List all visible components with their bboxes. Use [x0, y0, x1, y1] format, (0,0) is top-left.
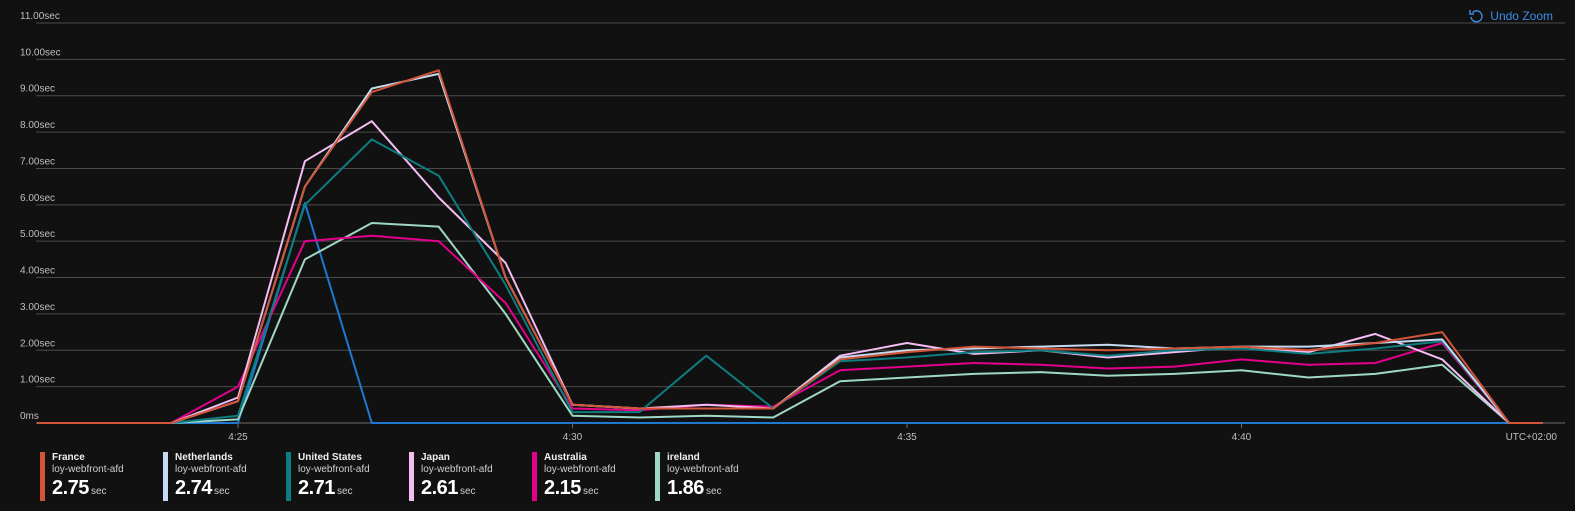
legend-swatch	[655, 452, 660, 501]
legend-swatch	[163, 452, 168, 501]
legend-series-name: France	[52, 452, 85, 463]
legend-value-row: 2.15 sec	[544, 476, 655, 504]
legend-value-row: 2.71 sec	[298, 476, 409, 504]
y-tick-label: 9.00sec	[20, 84, 55, 95]
legend-item[interactable]: France loy-webfront-afd 2.75 sec	[40, 451, 163, 503]
x-tick-label: 4:35	[897, 432, 917, 443]
y-tick-label: 0ms	[20, 411, 39, 422]
legend-item[interactable]: Australia loy-webfront-afd 2.15 sec	[532, 451, 655, 503]
y-tick-label: 3.00sec	[20, 302, 55, 313]
y-tick-label: 4.00sec	[20, 266, 55, 277]
legend-value: 2.61	[421, 477, 458, 499]
legend-swatch	[532, 452, 537, 501]
x-tick-label: 4:25	[228, 432, 248, 443]
y-tick-label: 1.00sec	[20, 375, 55, 386]
legend-series-name: Netherlands	[175, 452, 233, 463]
legend-value: 2.75	[52, 477, 89, 499]
legend-resource: loy-webfront-afd	[544, 464, 616, 475]
y-tick-label: 2.00sec	[20, 338, 55, 349]
legend-value-row: 2.75 sec	[52, 476, 163, 504]
legend-value-row: 2.74 sec	[175, 476, 286, 504]
undo-zoom-button[interactable]: Undo Zoom	[1468, 8, 1553, 24]
series-line-france	[37, 69, 1543, 424]
legend-series-name: Australia	[544, 452, 587, 463]
legend-resource: loy-webfront-afd	[175, 464, 247, 475]
legend-unit: sec	[213, 486, 230, 497]
legend-resource: loy-webfront-afd	[421, 464, 493, 475]
x-tick-label: 4:40	[1232, 432, 1252, 443]
legend-series-name: Japan	[421, 452, 450, 463]
series-line-australia	[37, 234, 1543, 424]
legend-value: 2.74	[175, 477, 212, 499]
legend-resource: loy-webfront-afd	[298, 464, 370, 475]
series-line-netherlands	[37, 72, 1543, 424]
y-tick-label: 7.00sec	[20, 156, 55, 167]
legend-item[interactable]: United States loy-webfront-afd 2.71 sec	[286, 451, 409, 503]
legend-value: 2.15	[544, 477, 581, 499]
series-line-unnamed	[37, 202, 1543, 424]
legend-item[interactable]: ireland loy-webfront-afd 1.86 sec	[655, 451, 778, 503]
legend-item[interactable]: Netherlands loy-webfront-afd 2.74 sec	[163, 451, 286, 503]
line-chart[interactable]: 0ms 1.00sec 2.00sec 3.00sec 4.00sec 5.00sec 6.…	[0, 0, 1575, 450]
y-tick-label: 11.00sec	[20, 11, 60, 22]
legend-resource: loy-webfront-afd	[52, 464, 124, 475]
series-lines	[37, 69, 1543, 424]
series-line-ireland	[37, 222, 1543, 424]
x-axis-ticks: 4:25 4:30 4:35 4:40	[228, 423, 1252, 443]
legend-series-name: ireland	[667, 452, 700, 463]
gridlines	[36, 22, 1565, 424]
undo-icon	[1468, 8, 1484, 24]
chart-legend: France loy-webfront-afd 2.75 sec Netherlands…	[40, 451, 778, 503]
legend-unit: sec	[336, 486, 353, 497]
legend-swatch	[40, 452, 45, 501]
y-tick-label: 8.00sec	[20, 120, 55, 131]
legend-swatch	[409, 452, 414, 501]
legend-unit: sec	[459, 486, 476, 497]
undo-zoom-label: Undo Zoom	[1490, 9, 1553, 23]
y-axis-ticks: 0ms 1.00sec 2.00sec 3.00sec 4.00sec 5.00sec 6.…	[20, 11, 61, 422]
legend-value-row: 2.61 sec	[421, 476, 532, 504]
legend-unit: sec	[582, 486, 599, 497]
legend-value-row: 1.86 sec	[667, 476, 778, 504]
legend-unit: sec	[90, 486, 107, 497]
legend-swatch	[286, 452, 291, 501]
y-tick-label: 5.00sec	[20, 229, 55, 240]
timezone-label: UTC+02:00	[1506, 432, 1558, 443]
legend-unit: sec	[705, 486, 722, 497]
x-tick-label: 4:30	[563, 432, 583, 443]
legend-series-name: United States	[298, 452, 362, 463]
legend-item[interactable]: Japan loy-webfront-afd 2.61 sec	[409, 451, 532, 503]
legend-resource: loy-webfront-afd	[667, 464, 739, 475]
y-tick-label: 6.00sec	[20, 193, 55, 204]
series-line-united-states	[37, 138, 1543, 424]
legend-value: 2.71	[298, 477, 335, 499]
y-tick-label: 10.00sec	[20, 47, 61, 58]
legend-value: 1.86	[667, 477, 704, 499]
